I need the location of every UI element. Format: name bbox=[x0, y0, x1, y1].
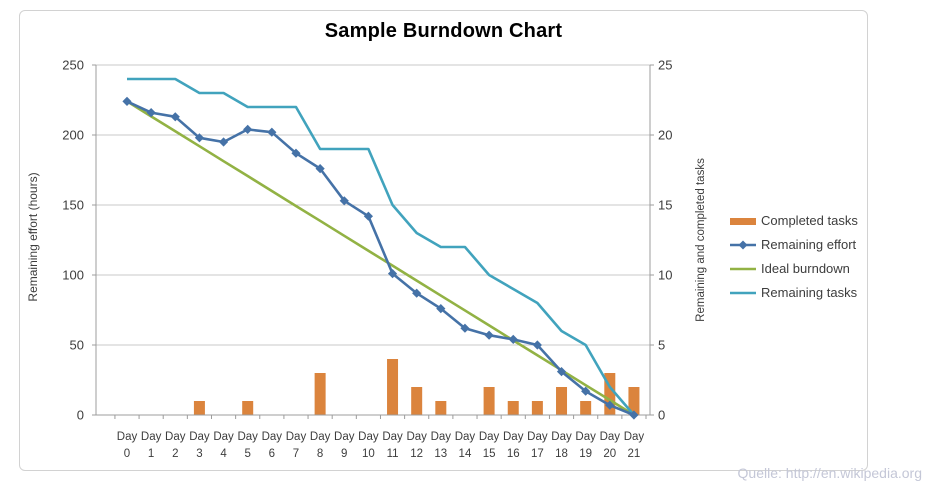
svg-text:18: 18 bbox=[555, 448, 568, 460]
svg-text:10: 10 bbox=[658, 268, 672, 283]
svg-text:Day: Day bbox=[117, 431, 138, 443]
svg-text:0: 0 bbox=[124, 448, 130, 460]
legend-label: Completed tasks bbox=[761, 213, 858, 228]
svg-text:Day: Day bbox=[213, 431, 234, 443]
svg-text:19: 19 bbox=[579, 448, 592, 460]
svg-text:12: 12 bbox=[410, 448, 423, 460]
svg-text:7: 7 bbox=[293, 448, 299, 460]
svg-text:Day: Day bbox=[624, 431, 645, 443]
svg-text:Day: Day bbox=[286, 431, 307, 443]
svg-text:6: 6 bbox=[269, 448, 275, 460]
svg-text:1: 1 bbox=[148, 448, 154, 460]
svg-text:Day: Day bbox=[334, 431, 355, 443]
svg-text:16: 16 bbox=[507, 448, 520, 460]
svg-text:Day: Day bbox=[382, 431, 403, 443]
svg-text:Day: Day bbox=[455, 431, 476, 443]
legend-item-completed-tasks: Completed tasks bbox=[730, 212, 858, 229]
legend-item-remaining-tasks: Remaining tasks bbox=[730, 284, 858, 301]
svg-text:25: 25 bbox=[658, 58, 672, 73]
completed-tasks-swatch-icon bbox=[730, 215, 756, 227]
svg-text:Day: Day bbox=[503, 431, 524, 443]
svg-text:15: 15 bbox=[483, 448, 496, 460]
svg-text:Day: Day bbox=[189, 431, 210, 443]
left-axis-title: Remaining effort (hours) bbox=[26, 172, 40, 302]
right-axis-title: Remaining and completed tasks bbox=[695, 158, 707, 322]
svg-text:21: 21 bbox=[628, 448, 641, 460]
svg-text:50: 50 bbox=[70, 338, 84, 353]
svg-text:2: 2 bbox=[172, 448, 178, 460]
svg-text:Day: Day bbox=[575, 431, 596, 443]
remaining-effort-line-icon bbox=[730, 239, 756, 251]
svg-text:Day: Day bbox=[551, 431, 572, 443]
svg-text:3: 3 bbox=[196, 448, 202, 460]
svg-text:250: 250 bbox=[62, 58, 84, 73]
svg-text:20: 20 bbox=[658, 128, 672, 143]
svg-text:200: 200 bbox=[62, 128, 84, 143]
svg-text:Day: Day bbox=[310, 431, 331, 443]
ideal-burndown-line-icon bbox=[730, 263, 756, 275]
legend-item-ideal-burndown: Ideal burndown bbox=[730, 260, 858, 277]
svg-text:Day: Day bbox=[237, 431, 258, 443]
legend: Completed tasks Remaining effort Ideal b… bbox=[730, 212, 858, 301]
svg-text:150: 150 bbox=[62, 198, 84, 213]
svg-text:13: 13 bbox=[434, 448, 447, 460]
svg-text:Day: Day bbox=[406, 431, 427, 443]
svg-text:0: 0 bbox=[77, 408, 84, 423]
svg-text:Day: Day bbox=[165, 431, 186, 443]
svg-text:Day: Day bbox=[600, 431, 621, 443]
svg-text:Day: Day bbox=[431, 431, 452, 443]
svg-text:11: 11 bbox=[387, 448, 399, 460]
svg-text:15: 15 bbox=[658, 198, 672, 213]
svg-text:100: 100 bbox=[62, 268, 84, 283]
svg-text:14: 14 bbox=[459, 448, 472, 460]
svg-text:9: 9 bbox=[341, 448, 347, 460]
svg-text:Day: Day bbox=[358, 431, 379, 443]
svg-text:Day: Day bbox=[262, 431, 283, 443]
legend-label: Ideal burndown bbox=[761, 261, 850, 276]
svg-text:Day: Day bbox=[479, 431, 500, 443]
svg-text:10: 10 bbox=[362, 448, 375, 460]
svg-text:17: 17 bbox=[531, 448, 544, 460]
legend-label: Remaining effort bbox=[761, 237, 857, 252]
legend-label: Remaining tasks bbox=[761, 285, 858, 300]
svg-text:0: 0 bbox=[658, 408, 665, 423]
chart-frame bbox=[19, 10, 868, 471]
chart-title: Sample Burndown Chart bbox=[324, 20, 563, 42]
svg-text:4: 4 bbox=[220, 448, 227, 460]
source-note: Quelle: http://en.wikipedia.org bbox=[737, 465, 922, 481]
svg-text:Day: Day bbox=[527, 431, 548, 443]
svg-text:5: 5 bbox=[244, 448, 250, 460]
svg-text:5: 5 bbox=[658, 338, 665, 353]
svg-text:20: 20 bbox=[603, 448, 616, 460]
svg-text:Day: Day bbox=[141, 431, 162, 443]
legend-item-remaining-effort: Remaining effort bbox=[730, 236, 858, 253]
svg-text:8: 8 bbox=[317, 448, 323, 460]
remaining-tasks-line-icon bbox=[730, 287, 756, 299]
